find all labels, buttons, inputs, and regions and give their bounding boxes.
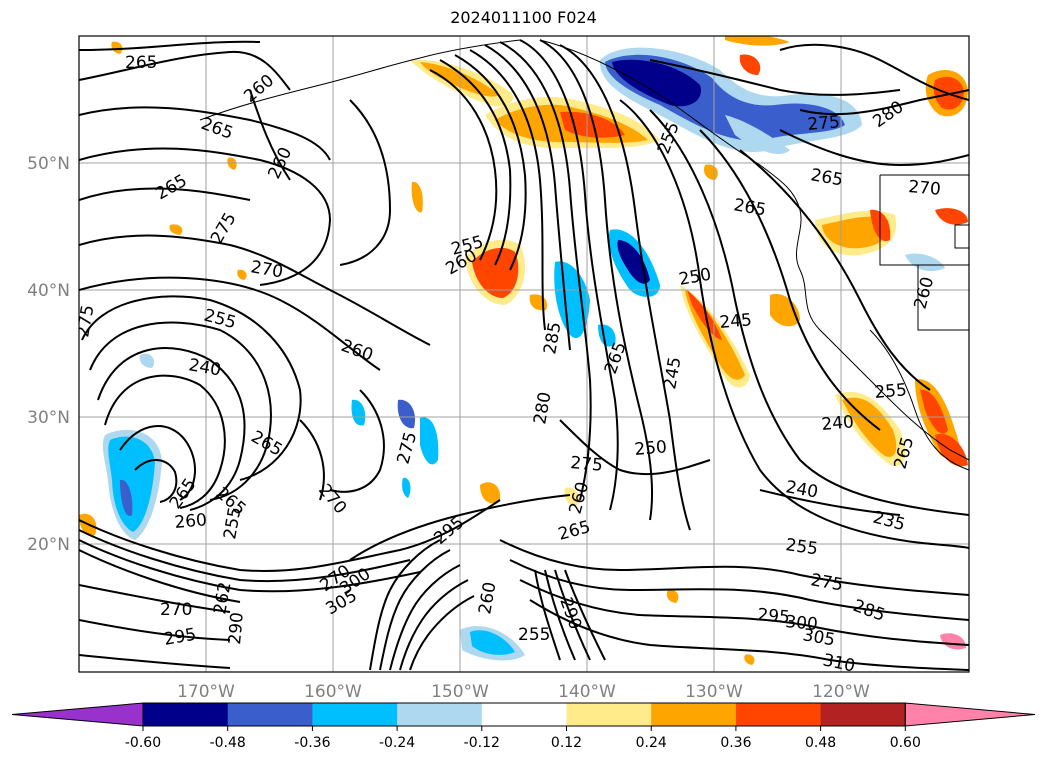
- colorbar-tick-label: 0.60: [890, 735, 921, 751]
- colorbar-segment: [651, 703, 737, 726]
- longitude-labels: 170°W 160°W 150°W 140°W 130°W 120°W: [177, 682, 870, 702]
- colorbar-tick-label: -0.60: [125, 735, 161, 751]
- contour-label: 265: [125, 53, 157, 73]
- colorbar-tick-label: 0.12: [551, 735, 582, 751]
- colorbar-tick-label: 0.48: [805, 735, 836, 751]
- colorbar-segment: [481, 703, 567, 726]
- colorbar-segment: [735, 703, 822, 726]
- colorbar-segment: [820, 703, 906, 726]
- contour-label: 290: [225, 611, 248, 645]
- colorbar-segment: [566, 703, 652, 726]
- colorbar-border: [142, 702, 906, 727]
- contour-label: 255: [874, 380, 908, 403]
- lon-label-130w: 130°W: [685, 682, 743, 702]
- contour-label: 255: [518, 625, 550, 645]
- lon-label-170w: 170°W: [177, 682, 235, 702]
- contour-label: 250: [634, 437, 668, 460]
- lat-label-30n: 30°N: [27, 408, 70, 428]
- contour-label: 300: [785, 612, 819, 635]
- contour-label: 245: [719, 310, 753, 333]
- colorbar-tick-label: -0.12: [464, 735, 500, 751]
- colorbar-tick-label: 0.24: [636, 735, 667, 751]
- lon-label-150w: 150°W: [431, 682, 489, 702]
- lon-label-140w: 140°W: [558, 682, 616, 702]
- coastlines: [199, 39, 969, 471]
- contour-label: 275: [807, 112, 841, 135]
- lat-label-40n: 40°N: [27, 281, 70, 301]
- contour-label: 270: [908, 177, 942, 200]
- colorbar-segment: [227, 703, 313, 726]
- lat-label-50n: 50°N: [27, 154, 70, 174]
- contour-lines: [79, 39, 969, 671]
- colorbar-segment: [397, 703, 483, 726]
- contour-label: 255: [784, 535, 819, 559]
- contour-label: 295: [757, 605, 791, 628]
- colorbar-tick-label: -0.48: [210, 735, 246, 751]
- negative-anomaly-shading: [102, 47, 945, 661]
- contour-label: 275: [73, 303, 98, 338]
- lon-label-120w: 120°W: [812, 682, 870, 702]
- contour-label: 275: [570, 453, 604, 476]
- contour-label: 270: [160, 600, 192, 620]
- colorbar-extend-low: [11, 702, 144, 727]
- colorbar-tick-label: 0.36: [720, 735, 751, 751]
- lat-label-20n: 20°N: [27, 535, 70, 555]
- colorbar-segment: [143, 703, 229, 726]
- lon-label-160w: 160°W: [304, 682, 362, 702]
- colorbar: -0.60 -0.48 -0.36 -0.24 -0.12 0.12 0.24 0.36 0.4…: [11, 702, 1036, 751]
- map-frame: [78, 35, 970, 673]
- colorbar-segment: [312, 703, 398, 726]
- colorbar-tick-label: -0.24: [379, 735, 415, 751]
- contour-label: 260: [174, 510, 208, 533]
- latitude-labels: 50°N 40°N 30°N 20°N: [27, 154, 70, 555]
- chart-title: 2024011100 F024: [450, 8, 597, 27]
- contour-label: 310: [821, 650, 857, 676]
- contour-label: 240: [821, 412, 855, 435]
- colorbar-tick-label: -0.36: [294, 735, 330, 751]
- colorbar-extend-high: [904, 702, 1036, 727]
